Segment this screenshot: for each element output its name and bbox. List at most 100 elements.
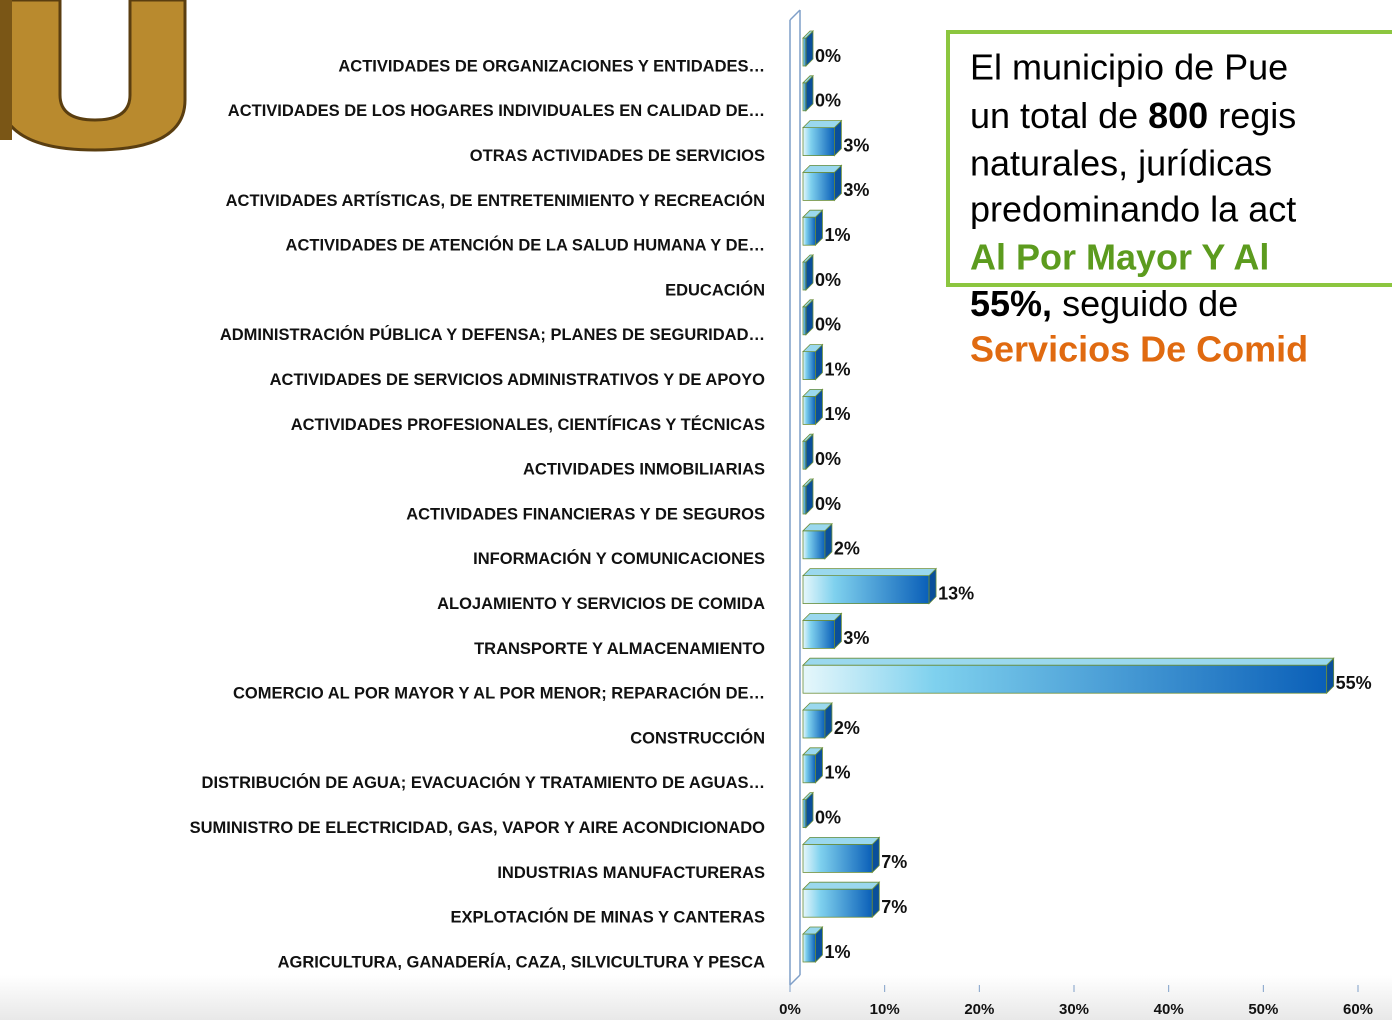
y-tick-label: ACTIVIDADES ARTÍSTICAS, DE ENTRETENIMIEN… (226, 191, 765, 210)
x-tick-label: 60% (1343, 1001, 1373, 1018)
y-tick-label: DISTRIBUCIÓN DE AGUA; EVACUACIÓN Y TRATA… (202, 773, 765, 792)
bar (802, 37, 807, 67)
value-label: 3% (843, 135, 869, 155)
bar (802, 351, 816, 381)
bar (802, 799, 807, 828)
bar (802, 306, 807, 336)
bar-top (802, 613, 843, 621)
value-label: 7% (881, 897, 907, 917)
x-tick-label: 20% (964, 1001, 994, 1018)
value-label: 3% (843, 628, 869, 648)
y-tick-label: ADMINISTRACIÓN PÚBLICA Y DEFENSA; PLANES… (220, 325, 765, 344)
annotation-line: naturales, jurídicas (970, 143, 1272, 184)
bar (802, 127, 835, 156)
bar (802, 844, 873, 873)
value-label: 13% (938, 583, 974, 603)
bar-top (802, 747, 824, 756)
bar (802, 620, 835, 649)
axis-walls (789, 9, 801, 986)
bar-top (802, 164, 843, 173)
y-tick-label: SUMINISTRO DE ELECTRICIDAD, GAS, VAPOR Y… (190, 819, 766, 837)
logo (0, 0, 187, 152)
x-tick-label: 50% (1248, 1001, 1278, 1018)
y-tick-label: ACTIVIDADES PROFESIONALES, CIENTÍFICAS Y… (291, 415, 765, 434)
bar-top (802, 30, 814, 39)
value-label: 1% (824, 225, 850, 245)
y-tick-label: ACTIVIDADES DE ATENCIÓN DE LA SALUD HUMA… (286, 236, 765, 255)
y-tick-label: AGRICULTURA, GANADERÍA, CAZA, SILVICULTU… (278, 952, 765, 971)
value-label: 2% (834, 539, 860, 559)
y-tick-label: ACTIVIDADES FINANCIERAS Y DE SEGUROS (406, 505, 765, 523)
value-label: 1% (824, 763, 850, 783)
y-tick-label: COMERCIO AL POR MAYOR Y AL POR MENOR; RE… (233, 684, 765, 703)
y-tick-label: EXPLOTACIÓN DE MINAS Y CANTERAS (451, 908, 765, 927)
bar (802, 485, 807, 515)
y-tick-label: ACTIVIDADES DE ORGANIZACIONES Y ENTIDADE… (338, 57, 765, 75)
bar-top (802, 568, 938, 576)
value-label: 0% (815, 494, 841, 514)
annotation-text: regis (1208, 95, 1296, 136)
bar-top (802, 344, 824, 353)
bar (802, 933, 816, 963)
bar-top (802, 792, 814, 800)
bar-top (802, 75, 814, 84)
x-tick-label: 30% (1059, 1001, 1089, 1018)
annotation-text: un total de (970, 95, 1148, 136)
bar (802, 664, 1328, 694)
bar (802, 888, 873, 918)
bar-top (802, 881, 881, 890)
value-label: 2% (834, 718, 860, 738)
value-label: 0% (815, 449, 841, 469)
bar (802, 82, 807, 112)
bar-top (802, 837, 881, 845)
x-tick-label: 40% (1154, 1001, 1184, 1018)
bar-top (802, 299, 814, 308)
value-label: 3% (843, 180, 869, 200)
bar (802, 261, 807, 291)
annotation-box (946, 30, 1392, 287)
x-tick-label: 10% (870, 1001, 900, 1018)
value-label: 7% (881, 852, 907, 872)
bar-top (802, 209, 824, 218)
annotation-line: predominando la act (970, 189, 1296, 230)
y-tick-label: ACTIVIDADES INMOBILIARIAS (523, 461, 765, 479)
bar-top (802, 254, 814, 263)
value-label: 0% (815, 315, 841, 335)
bar (802, 575, 930, 604)
value-label: 1% (824, 404, 850, 424)
y-tick-label: ACTIVIDADES DE LOS HOGARES INDIVIDUALES … (228, 102, 765, 120)
bar (802, 440, 807, 470)
bar-top (802, 433, 814, 442)
annotation-text: seguido de (1052, 283, 1238, 324)
x-tick-label: 0% (779, 1001, 801, 1018)
annotation-line: un total de 800 regis (970, 95, 1296, 136)
y-tick-label: EDUCACIÓN (665, 280, 765, 299)
value-label: 0% (815, 91, 841, 111)
value-label: 0% (815, 807, 841, 827)
footer-band (0, 975, 1392, 1020)
bar (802, 530, 826, 560)
bar-top (802, 657, 1335, 666)
value-label: 0% (815, 270, 841, 290)
annotation-text: 800 (1148, 95, 1208, 136)
annotation-text: 55%, (970, 283, 1052, 324)
annotation-line: El municipio de Pue (970, 47, 1288, 88)
y-tick-label: ACTIVIDADES DE SERVICIOS ADMINISTRATIVOS… (270, 371, 766, 389)
bar-top (802, 702, 833, 711)
y-tick-label: INDUSTRIAS MANUFACTURERAS (497, 864, 765, 882)
y-tick-label: CONSTRUCCIÓN (630, 728, 765, 747)
value-label: 1% (824, 359, 850, 379)
bar-top (802, 478, 814, 487)
bar (802, 395, 816, 425)
annotation-line: Al Por Mayor Y Al (970, 237, 1269, 278)
value-label: 0% (815, 46, 841, 66)
bar (802, 171, 835, 201)
y-tick-label: INFORMACIÓN Y COMUNICACIONES (473, 549, 765, 568)
value-label: 55% (1336, 673, 1372, 693)
bar (802, 709, 826, 739)
bar-top (802, 120, 843, 128)
value-label: 1% (824, 942, 850, 962)
y-tick-label: TRANSPORTE Y ALMACENAMIENTO (474, 640, 765, 658)
bar (802, 754, 816, 784)
